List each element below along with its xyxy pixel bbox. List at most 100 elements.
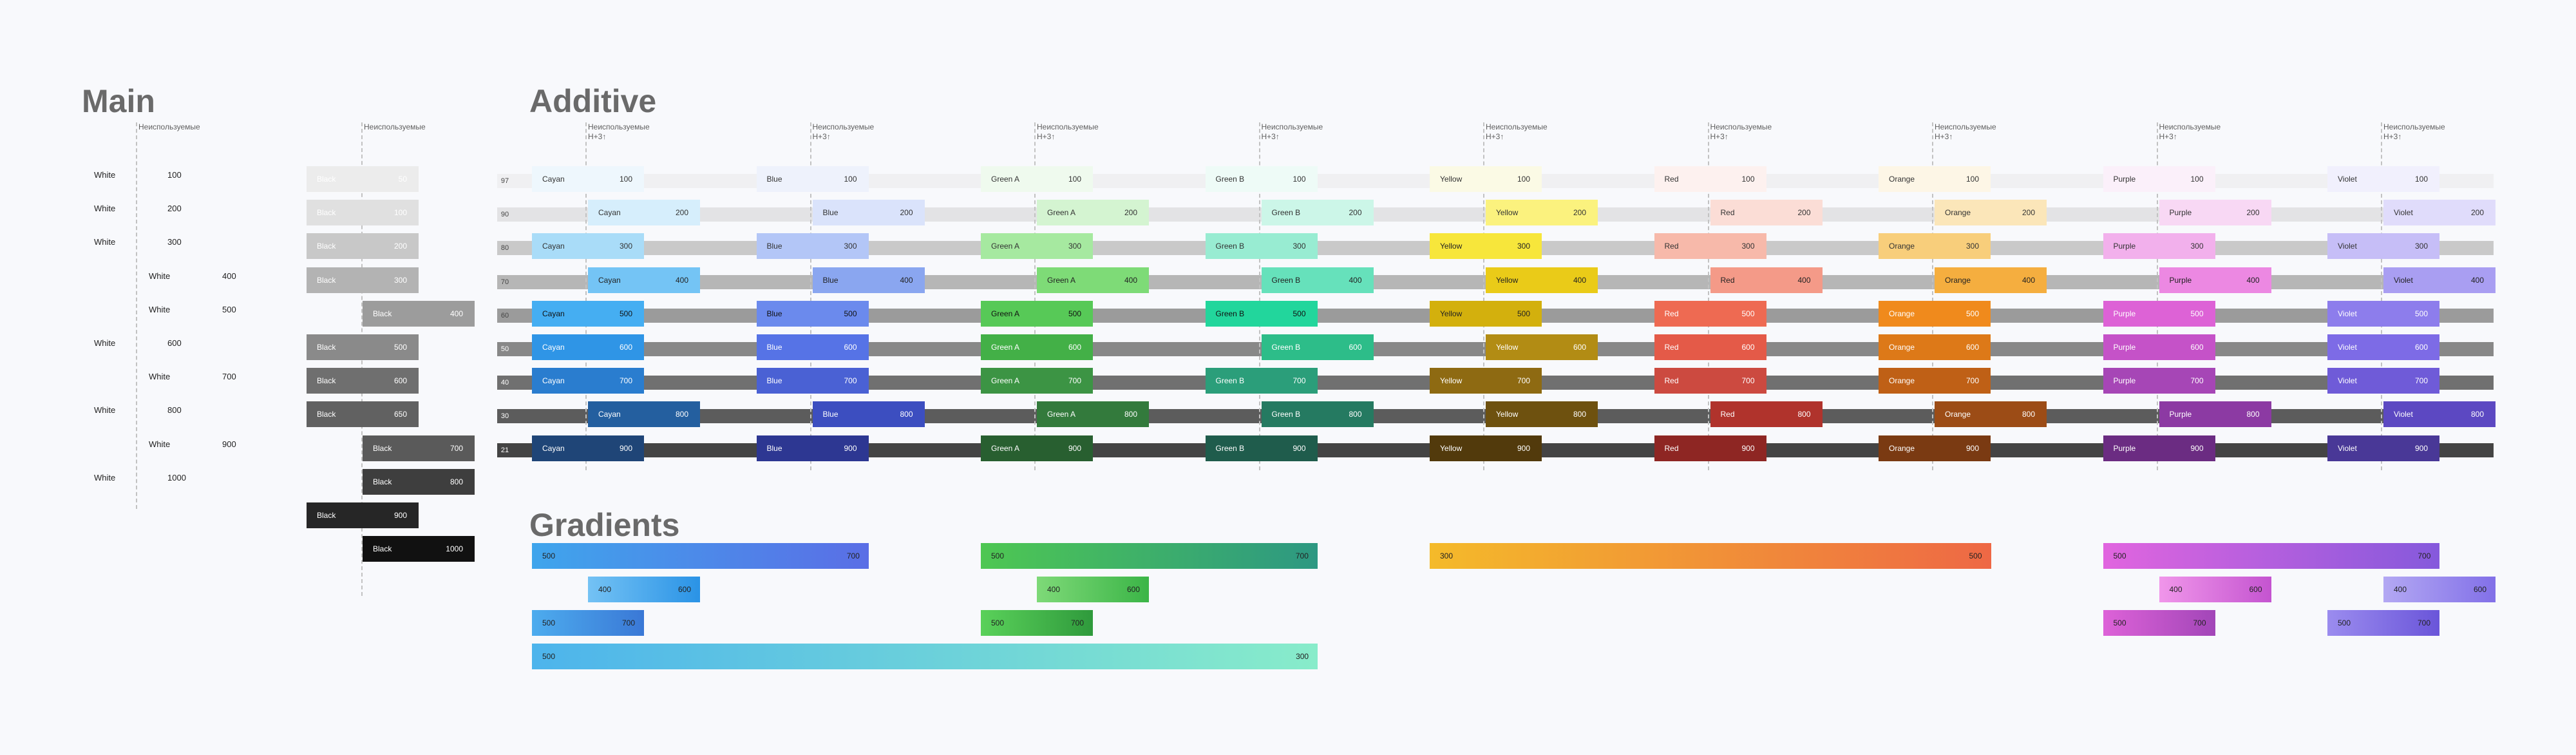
color-swatch[interactable]: Green A 300 [981,233,1093,260]
color-swatch[interactable]: Cayan 600 [532,334,644,360]
color-swatch[interactable]: Yellow 900 [1430,435,1542,461]
color-swatch[interactable]: Purple 100 [2103,166,2215,192]
color-swatch[interactable]: Red 800 [1710,401,1823,428]
color-swatch[interactable]: Orange 400 [1935,267,2047,293]
color-swatch[interactable]: Orange 500 [1879,300,1991,327]
black-swatch[interactable]: Black 700 [363,435,475,461]
color-swatch[interactable]: Cayan 400 [588,267,700,293]
color-swatch[interactable]: Orange 300 [1879,233,1991,260]
color-swatch[interactable]: Purple 800 [2159,401,2271,428]
color-swatch[interactable]: Blue 300 [756,233,869,260]
color-swatch[interactable]: Purple 300 [2103,233,2215,260]
color-swatch[interactable]: Orange 600 [1879,334,1991,360]
gradient-swatch[interactable]: 500 700 [532,543,869,569]
color-swatch[interactable]: Red 500 [1654,300,1766,327]
color-swatch[interactable]: Yellow 300 [1430,233,1542,260]
color-swatch[interactable]: Violet 500 [2327,300,2439,327]
color-swatch[interactable]: Blue 700 [756,368,869,394]
color-swatch[interactable]: Blue 400 [812,267,925,293]
color-swatch[interactable]: Green A 900 [981,435,1093,461]
color-swatch[interactable]: Green B 400 [1261,267,1374,293]
color-swatch[interactable]: Orange 200 [1935,200,2047,226]
color-swatch[interactable]: Green B 900 [1205,435,1318,461]
color-swatch[interactable]: Red 900 [1654,435,1766,461]
color-swatch[interactable]: Green A 500 [981,300,1093,327]
color-swatch[interactable]: Cayan 200 [588,200,700,226]
color-swatch[interactable]: Purple 400 [2159,267,2271,293]
gradient-swatch[interactable]: 500 700 [981,610,1093,636]
color-swatch[interactable]: Cayan 100 [532,166,644,192]
gradient-swatch[interactable]: 500 300 [532,644,1318,669]
black-swatch[interactable]: Black 400 [363,300,475,327]
black-swatch[interactable]: Black 900 [307,502,419,528]
gradient-swatch[interactable]: 400 600 [2159,577,2271,602]
color-swatch[interactable]: Orange 700 [1879,368,1991,394]
gradient-swatch[interactable]: 400 600 [2383,577,2496,602]
color-swatch[interactable]: Green A 700 [981,368,1093,394]
color-swatch[interactable]: Orange 900 [1879,435,1991,461]
color-swatch[interactable]: Purple 700 [2103,368,2215,394]
color-swatch[interactable]: Green B 500 [1205,300,1318,327]
color-swatch[interactable]: Purple 900 [2103,435,2215,461]
color-swatch[interactable]: Purple 500 [2103,300,2215,327]
color-swatch[interactable]: Blue 500 [756,300,869,327]
black-swatch[interactable]: Black 600 [307,368,419,394]
color-swatch[interactable]: Purple 600 [2103,334,2215,360]
color-swatch[interactable]: Violet 400 [2383,267,2496,293]
color-swatch[interactable]: Orange 100 [1879,166,1991,192]
color-swatch[interactable]: Red 700 [1654,368,1766,394]
color-swatch[interactable]: Green B 300 [1205,233,1318,260]
color-swatch[interactable]: Yellow 200 [1486,200,1598,226]
color-swatch[interactable]: Red 600 [1654,334,1766,360]
color-swatch[interactable]: Green B 700 [1205,368,1318,394]
color-swatch[interactable]: Blue 900 [756,435,869,461]
color-swatch[interactable]: Violet 800 [2383,401,2496,428]
color-swatch[interactable]: Cayan 700 [532,368,644,394]
color-swatch[interactable]: Yellow 800 [1486,401,1598,428]
color-swatch[interactable]: Cayan 500 [532,300,644,327]
color-swatch[interactable]: Cayan 900 [532,435,644,461]
color-swatch[interactable]: Blue 600 [756,334,869,360]
gradient-swatch[interactable]: 500 700 [981,543,1318,569]
color-swatch[interactable]: Cayan 800 [588,401,700,428]
color-swatch[interactable]: Green B 200 [1261,200,1374,226]
gradient-swatch[interactable]: 500 700 [2103,543,2440,569]
color-swatch[interactable]: Green B 800 [1261,401,1374,428]
color-swatch[interactable]: Blue 800 [812,401,925,428]
color-swatch[interactable]: Yellow 500 [1430,300,1542,327]
black-swatch[interactable]: Black 100 [307,200,419,226]
color-swatch[interactable]: Orange 800 [1935,401,2047,428]
black-swatch[interactable]: Black 1000 [363,536,475,562]
black-swatch[interactable]: Black 200 [307,233,419,260]
color-swatch[interactable]: Yellow 600 [1486,334,1598,360]
color-swatch[interactable]: Green B 600 [1261,334,1374,360]
color-swatch[interactable]: Violet 300 [2327,233,2439,260]
gradient-swatch[interactable]: 400 600 [1037,577,1149,602]
color-swatch[interactable]: Green A 600 [981,334,1093,360]
gradient-swatch[interactable]: 500 700 [2327,610,2439,636]
color-swatch[interactable]: Red 400 [1710,267,1823,293]
gradient-swatch[interactable]: 500 700 [532,610,644,636]
color-swatch[interactable]: Purple 200 [2159,200,2271,226]
color-swatch[interactable]: Violet 700 [2327,368,2439,394]
color-swatch[interactable]: Green A 100 [981,166,1093,192]
black-swatch[interactable]: Black 800 [363,468,475,495]
color-swatch[interactable]: Violet 200 [2383,200,2496,226]
gradient-swatch[interactable]: 300 500 [1430,543,1991,569]
color-swatch[interactable]: Yellow 700 [1430,368,1542,394]
black-swatch[interactable]: Black 300 [307,267,419,293]
black-swatch[interactable]: Black 650 [307,401,419,428]
color-swatch[interactable]: Blue 200 [812,200,925,226]
color-swatch[interactable]: Red 200 [1710,200,1823,226]
color-swatch[interactable]: Violet 600 [2327,334,2439,360]
gradient-swatch[interactable]: 500 700 [2103,610,2215,636]
color-swatch[interactable]: Red 300 [1654,233,1766,260]
color-swatch[interactable]: Green A 200 [1037,200,1149,226]
color-swatch[interactable]: Yellow 400 [1486,267,1598,293]
black-swatch[interactable]: Black 50 [307,166,419,192]
color-swatch[interactable]: Green B 100 [1205,166,1318,192]
color-swatch[interactable]: Cayan 300 [532,233,644,260]
color-swatch[interactable]: Green A 800 [1037,401,1149,428]
black-swatch[interactable]: Black 500 [307,334,419,360]
color-swatch[interactable]: Blue 100 [756,166,869,192]
